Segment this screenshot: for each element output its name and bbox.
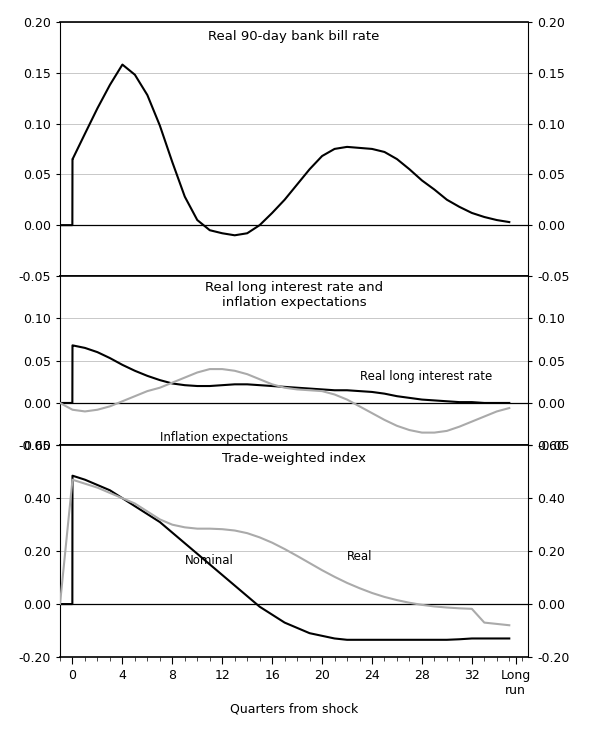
Text: Trade-weighted index: Trade-weighted index xyxy=(222,452,366,465)
Text: Real: Real xyxy=(347,550,373,563)
Text: Real 90-day bank bill rate: Real 90-day bank bill rate xyxy=(208,29,380,42)
Text: Real long interest rate and
inflation expectations: Real long interest rate and inflation ex… xyxy=(205,281,383,309)
Text: Nominal: Nominal xyxy=(185,554,233,567)
X-axis label: Quarters from shock: Quarters from shock xyxy=(230,702,358,715)
Text: Inflation expectations: Inflation expectations xyxy=(160,431,288,444)
Text: Real long interest rate: Real long interest rate xyxy=(359,369,492,383)
